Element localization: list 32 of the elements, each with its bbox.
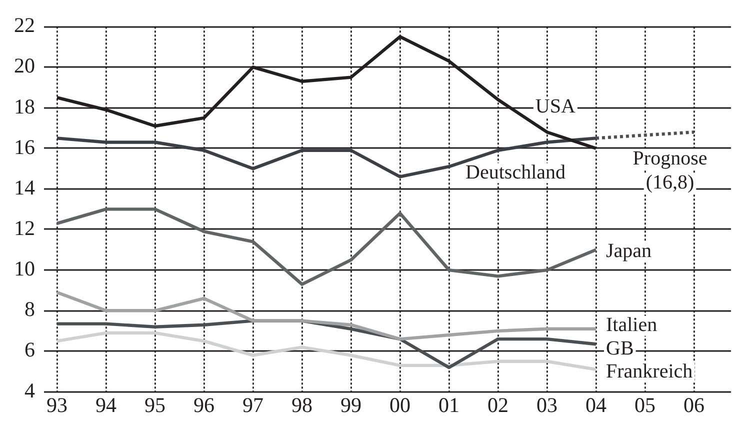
x-tick-label: 96 [194,392,214,417]
x-tick-label: 95 [144,392,166,417]
x-tick-label: 06 [684,392,704,417]
series-label: USA [535,95,576,118]
x-tick-label: 01 [438,392,460,417]
x-tick-label: 93 [46,392,68,417]
series-label: Prognose [632,147,708,170]
y-tick-label: 10 [14,256,35,281]
y-tick-label: 18 [14,94,35,118]
y-tick-label: 22 [14,13,35,38]
x-tick-label: 99 [340,392,362,417]
y-tick-label: 12 [14,216,35,240]
x-tick-label: 94 [96,392,117,417]
series-label: Deutschland [466,161,566,184]
y-tick-label: 8 [24,297,35,322]
x-tick-label: 03 [536,392,558,417]
x-tick-label: 04 [586,392,607,417]
x-tick-label: 97 [242,392,264,417]
x-tick-label: 00 [390,392,410,417]
x-tick-label: 05 [634,392,656,417]
y-tick-label: 6 [24,338,35,362]
y-tick-label: 20 [14,54,35,78]
series-label: Italien [606,314,658,336]
y-tick-label: 4 [24,378,36,402]
series-label: GB [606,337,634,360]
series-label: Frankreich [606,360,693,383]
data-label: (16,8) [646,171,694,194]
series-label: Japan [606,240,652,262]
y-tick-label: 14 [14,175,36,200]
y-tick-label: 16 [14,134,35,159]
x-tick-label: 02 [488,392,508,417]
x-tick-label: 98 [292,392,312,417]
